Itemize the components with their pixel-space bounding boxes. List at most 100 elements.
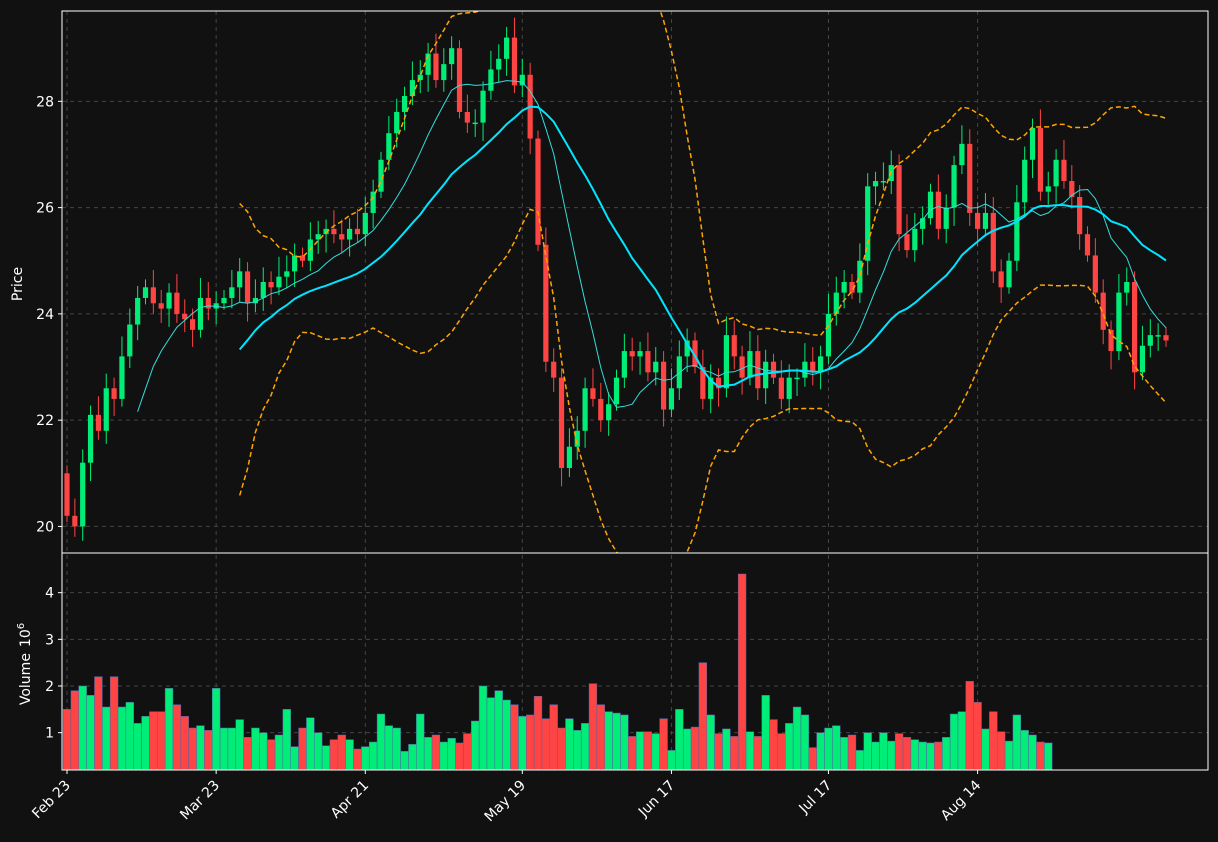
- candle: [142, 279, 149, 305]
- vertical-grid: [66, 11, 979, 770]
- volume-bar: [188, 727, 197, 771]
- volume-bar: [934, 741, 943, 771]
- volume-bar: [887, 740, 896, 771]
- candle-body: [370, 191, 376, 213]
- candle: [1006, 252, 1012, 294]
- volume-bar: [266, 739, 276, 771]
- candle: [127, 308, 133, 369]
- volume-bar: [392, 727, 401, 771]
- candle-body: [119, 356, 125, 399]
- upper-band-line: [239, 11, 1167, 337]
- candle-body: [142, 287, 149, 298]
- candle-body: [182, 313, 188, 320]
- candle-body: [535, 138, 541, 245]
- candle: [794, 368, 800, 396]
- candle: [967, 129, 973, 226]
- candle: [150, 270, 156, 314]
- candle: [464, 94, 470, 133]
- candle: [221, 289, 227, 310]
- candle-body: [943, 207, 949, 229]
- short-moving-average-line: [137, 80, 1167, 412]
- volume-bar: [565, 718, 574, 771]
- candle-body: [378, 159, 384, 192]
- candle-body: [1061, 159, 1067, 182]
- candle-body: [292, 255, 298, 272]
- candle: [629, 337, 635, 371]
- candle-body: [252, 297, 258, 304]
- candle: [252, 279, 258, 313]
- candle: [268, 271, 274, 305]
- volume-bar: [494, 690, 503, 771]
- volume-bar: [172, 704, 182, 771]
- candle: [1061, 139, 1067, 189]
- candle: [244, 262, 251, 322]
- candle-body: [1116, 292, 1122, 352]
- candle-body: [260, 282, 266, 298]
- volume-bar: [478, 685, 488, 771]
- volume-bar: [423, 737, 433, 771]
- candle-body: [87, 414, 94, 463]
- price-y-ticks: 20 22 24 26 28: [36, 94, 62, 535]
- candle: [551, 348, 557, 392]
- candle-body: [755, 351, 761, 389]
- candle: [912, 212, 918, 262]
- volume-bar: [651, 733, 660, 771]
- candle-body: [519, 74, 525, 86]
- candle-body: [221, 297, 227, 304]
- candle-body: [472, 122, 478, 125]
- volume-bar: [463, 733, 472, 771]
- volume-bar: [808, 747, 817, 771]
- candle-body: [1006, 260, 1012, 288]
- volume-bar: [667, 750, 676, 771]
- volume-bar: [345, 739, 354, 771]
- volume-bar: [942, 737, 951, 771]
- candle-body: [684, 340, 690, 357]
- price-tick-label: 24: [36, 307, 54, 323]
- volume-bar: [102, 706, 111, 771]
- candle-body: [543, 244, 549, 362]
- candle: [441, 48, 447, 92]
- candle: [1155, 323, 1161, 351]
- candle: [1139, 325, 1146, 381]
- candle: [1077, 185, 1083, 250]
- volume-bar: [94, 676, 103, 771]
- volume-bar: [706, 714, 715, 771]
- volume-bar: [800, 714, 810, 771]
- candle: [833, 276, 839, 326]
- candle: [927, 183, 934, 225]
- candle-body: [778, 377, 784, 399]
- candle-body: [739, 356, 745, 378]
- volume-bar: [683, 728, 692, 771]
- candle: [292, 243, 298, 288]
- candle-body: [174, 292, 180, 314]
- candle-body: [1084, 234, 1091, 256]
- candle: [990, 196, 996, 284]
- candle-body: [637, 351, 643, 357]
- volume-bar: [769, 719, 778, 771]
- candle: [700, 349, 706, 410]
- candle: [1147, 319, 1153, 358]
- volume-bar: [526, 714, 535, 771]
- candle: [182, 299, 188, 333]
- candle-body: [1139, 345, 1146, 373]
- candle: [606, 392, 612, 436]
- price-tick-label: 20: [36, 519, 54, 535]
- volume-bar: [792, 706, 802, 771]
- volume-bar: [926, 742, 935, 771]
- candle-body: [1037, 127, 1043, 192]
- candle-body: [284, 271, 290, 277]
- volume-bar: [204, 730, 213, 771]
- candle: [504, 26, 510, 76]
- candle: [1014, 185, 1020, 272]
- candle: [849, 274, 855, 300]
- candle: [566, 428, 572, 478]
- volume-bar: [620, 714, 629, 771]
- candle-body: [606, 404, 612, 421]
- candle-body: [496, 58, 502, 70]
- candle-body: [833, 292, 839, 314]
- candle: [103, 373, 109, 444]
- candle-body: [1053, 159, 1059, 187]
- candle-body: [975, 212, 981, 229]
- volume-bar: [70, 690, 79, 771]
- candle: [920, 206, 926, 245]
